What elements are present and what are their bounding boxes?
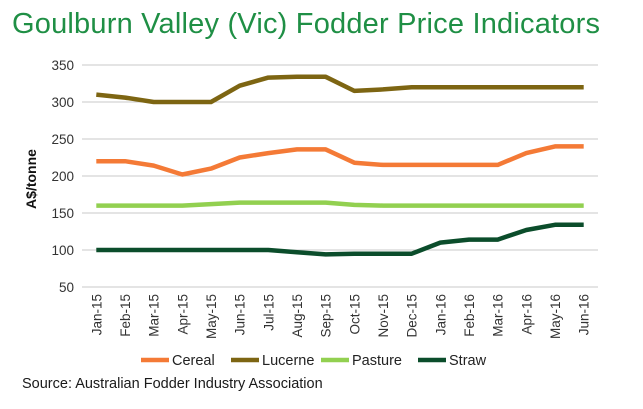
x-tick-label: Mar-15 bbox=[147, 294, 162, 337]
x-tick-label: Jan-15 bbox=[89, 294, 104, 335]
x-tick-label: May-16 bbox=[548, 294, 563, 339]
x-tick-label: Jul-15 bbox=[261, 294, 276, 331]
source-note: Source: Australian Fodder Industry Assoc… bbox=[22, 376, 323, 392]
legend-item-straw: Straw bbox=[418, 353, 487, 369]
x-tick-label: Jan-16 bbox=[433, 294, 448, 335]
x-tick-label: Sep-15 bbox=[319, 294, 334, 338]
legend-label: Cereal bbox=[172, 353, 215, 369]
y-axis: 50 100 150 200 250 300 350 bbox=[51, 58, 74, 295]
x-tick-label: Oct-15 bbox=[347, 294, 362, 335]
series-lines bbox=[96, 74, 584, 257]
x-tick-label: Nov-15 bbox=[376, 294, 391, 338]
y-tick-label: 300 bbox=[51, 95, 74, 110]
legend-item-cereal: Cereal bbox=[141, 353, 215, 369]
x-tick-label: Feb-15 bbox=[118, 294, 133, 337]
y-tick-label: 50 bbox=[59, 280, 74, 295]
y-tick-label: 150 bbox=[51, 206, 74, 221]
x-tick-label: May-15 bbox=[204, 294, 219, 339]
chart-title: Goulburn Valley (Vic) Fodder Price Indic… bbox=[12, 8, 601, 40]
legend-item-pasture: Pasture bbox=[321, 353, 402, 369]
y-tick-label: 250 bbox=[51, 132, 74, 147]
x-tick-label: Jun-15 bbox=[233, 294, 248, 335]
series-line-cereal bbox=[96, 144, 584, 177]
y-axis-label: A$/tonne bbox=[23, 149, 39, 209]
x-tick-label: Apr-16 bbox=[519, 294, 534, 335]
x-tick-label: Aug-15 bbox=[290, 294, 305, 338]
legend: Cereal Lucerne Pasture Straw bbox=[141, 353, 487, 369]
series-line-lucerne bbox=[96, 74, 584, 105]
y-tick-label: 200 bbox=[51, 169, 74, 184]
legend-label: Straw bbox=[449, 353, 487, 369]
legend-item-lucerne: Lucerne bbox=[231, 353, 314, 369]
x-tick-label: Apr-15 bbox=[175, 294, 190, 335]
x-tick-label: Dec-15 bbox=[405, 294, 420, 338]
y-tick-label: 100 bbox=[51, 243, 74, 258]
x-tick-label: Jun-16 bbox=[577, 294, 592, 335]
x-axis: Jan-15 Feb-15 Mar-15 Apr-15 May-15 Jun-15 Jul-… bbox=[89, 294, 591, 339]
x-tick-label: Mar-16 bbox=[491, 294, 506, 337]
x-tick-label: Feb-16 bbox=[462, 294, 477, 337]
legend-label: Pasture bbox=[352, 353, 402, 369]
legend-label: Lucerne bbox=[262, 353, 314, 369]
series-line-straw bbox=[96, 222, 584, 257]
y-tick-label: 350 bbox=[51, 58, 74, 73]
series-line-pasture bbox=[96, 200, 584, 208]
